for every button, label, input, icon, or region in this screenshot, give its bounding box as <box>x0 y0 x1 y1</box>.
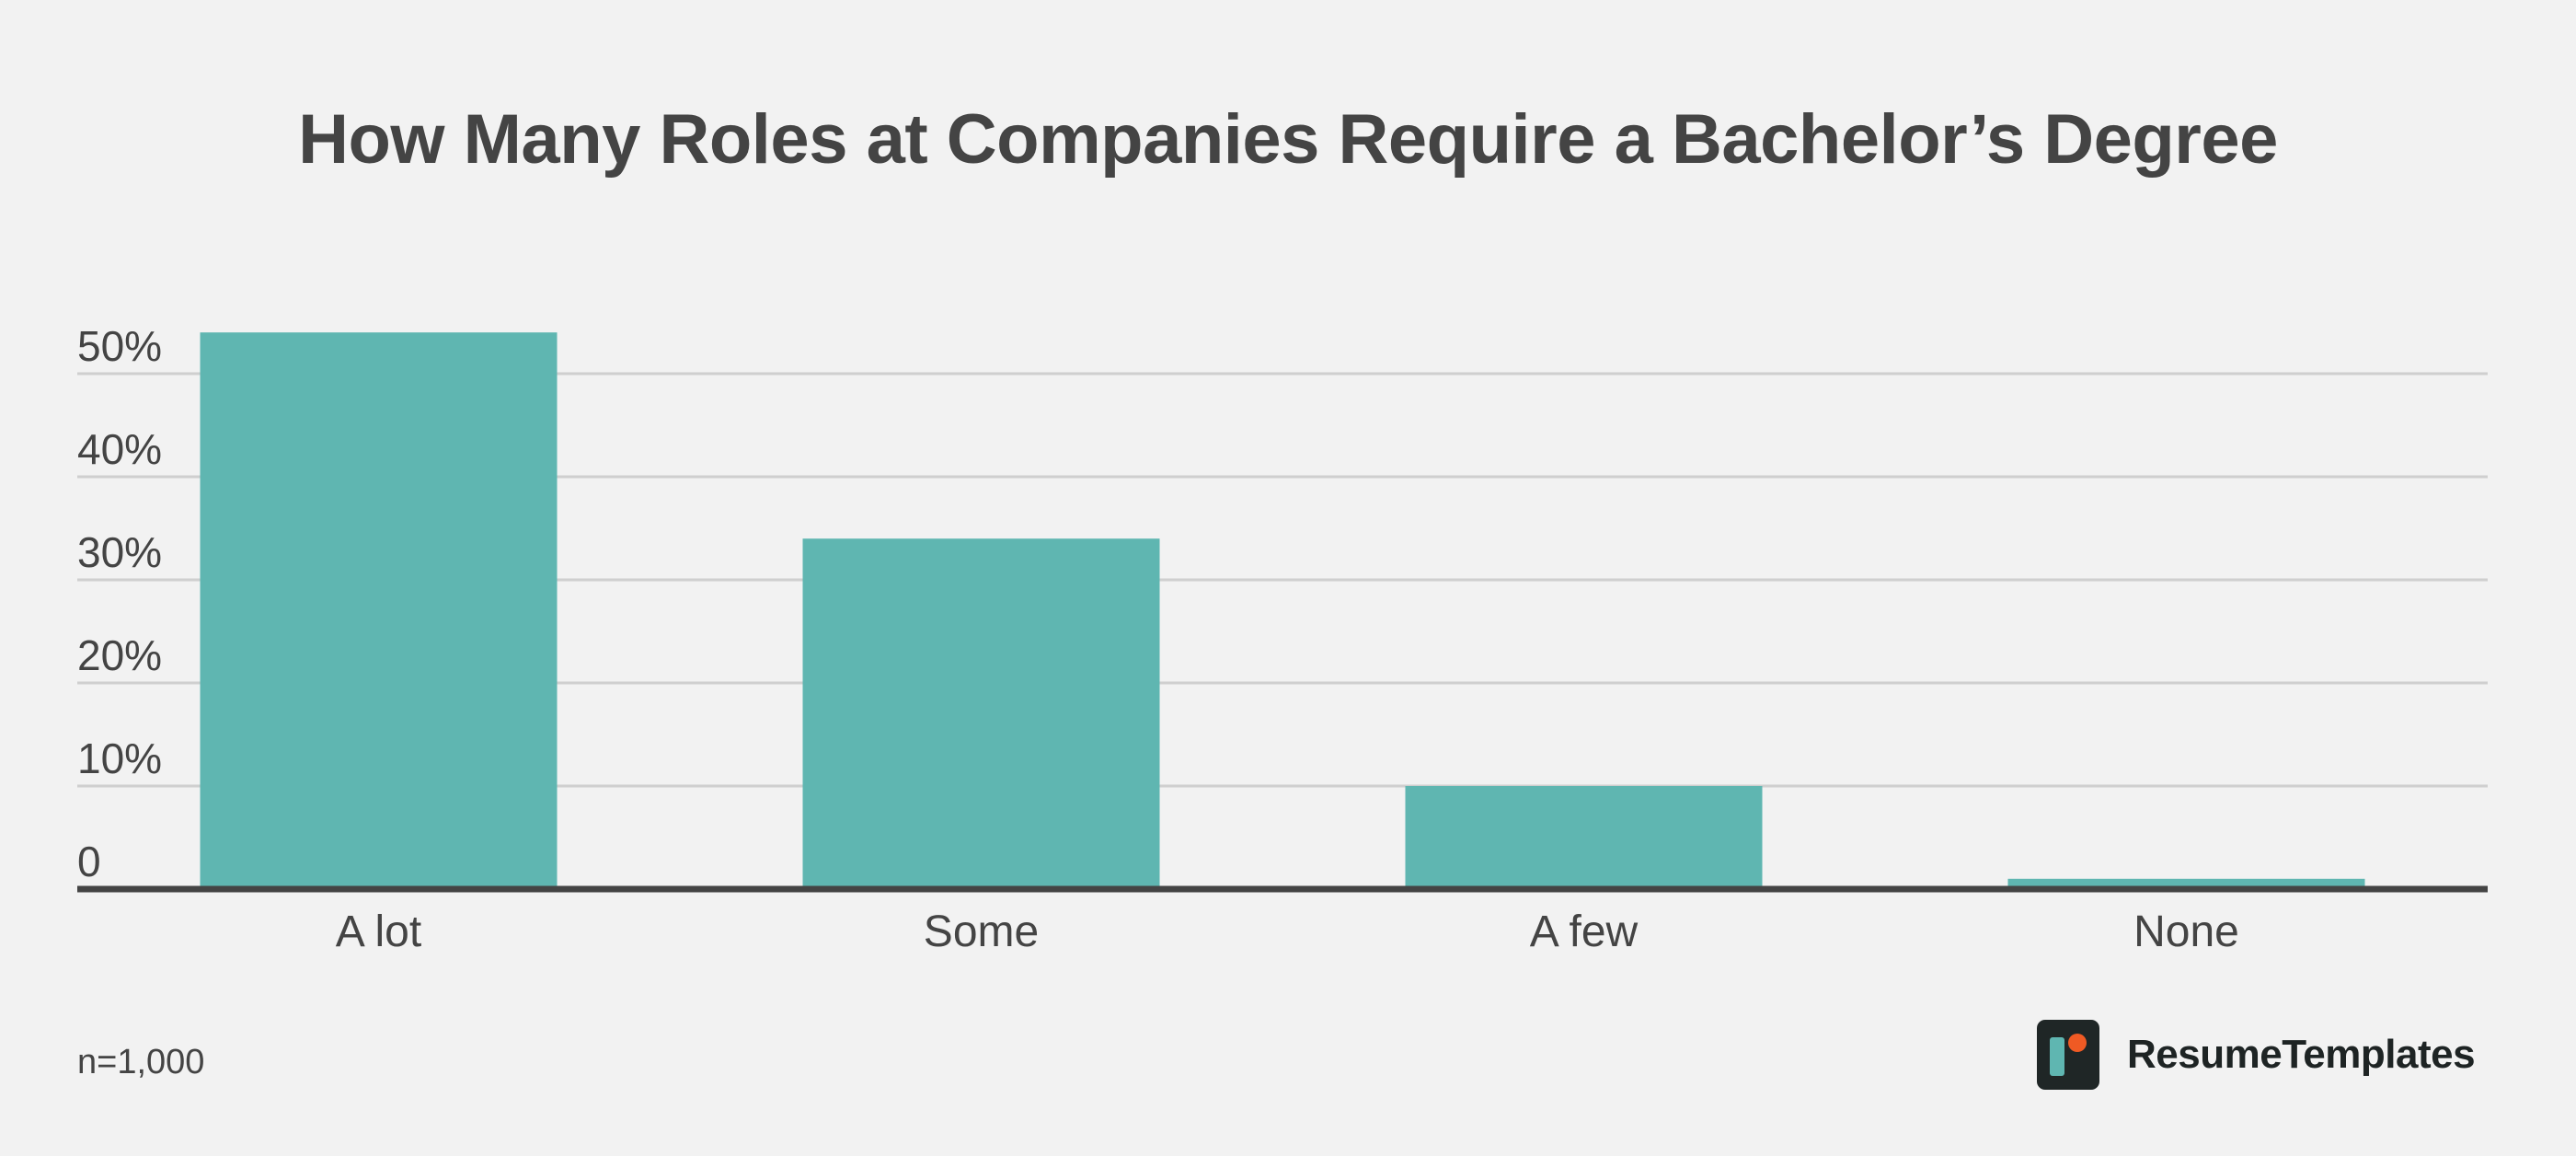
logo-dot <box>2068 1034 2087 1052</box>
y-tick-label: 20% <box>77 631 162 679</box>
x-tick-label: Some <box>924 907 1039 956</box>
bar-none <box>2007 878 2365 889</box>
y-axis-tick-labels: 0 10% 20% 30% 40% 50% <box>77 322 162 885</box>
resume-templates-logo-icon <box>2037 1020 2099 1090</box>
bar-a-lot <box>200 332 558 889</box>
sample-size-note: n=1,000 <box>77 1043 205 1081</box>
logo-tile <box>2037 1020 2099 1090</box>
bar-a-few <box>1405 786 1763 889</box>
y-tick-label: 50% <box>77 322 162 370</box>
x-tick-label: A few <box>1530 907 1639 956</box>
brand-logo-lockup[interactable]: ResumeTemplates <box>2037 1020 2476 1090</box>
brand-name: ResumeTemplates <box>2127 1032 2476 1077</box>
y-tick-label: 40% <box>77 425 162 473</box>
y-tick-label: 0 <box>77 838 101 885</box>
x-tick-label: A lot <box>336 907 421 956</box>
chart-title: How Many Roles at Companies Require a Ba… <box>298 100 2278 179</box>
x-axis-tick-labels: A lot Some A few None <box>336 907 2239 956</box>
bars <box>200 332 2365 889</box>
x-tick-label: None <box>2133 907 2239 956</box>
y-tick-label: 30% <box>77 528 162 576</box>
bar-some <box>802 538 1160 889</box>
logo-bar <box>2050 1037 2064 1076</box>
y-tick-label: 10% <box>77 734 162 782</box>
